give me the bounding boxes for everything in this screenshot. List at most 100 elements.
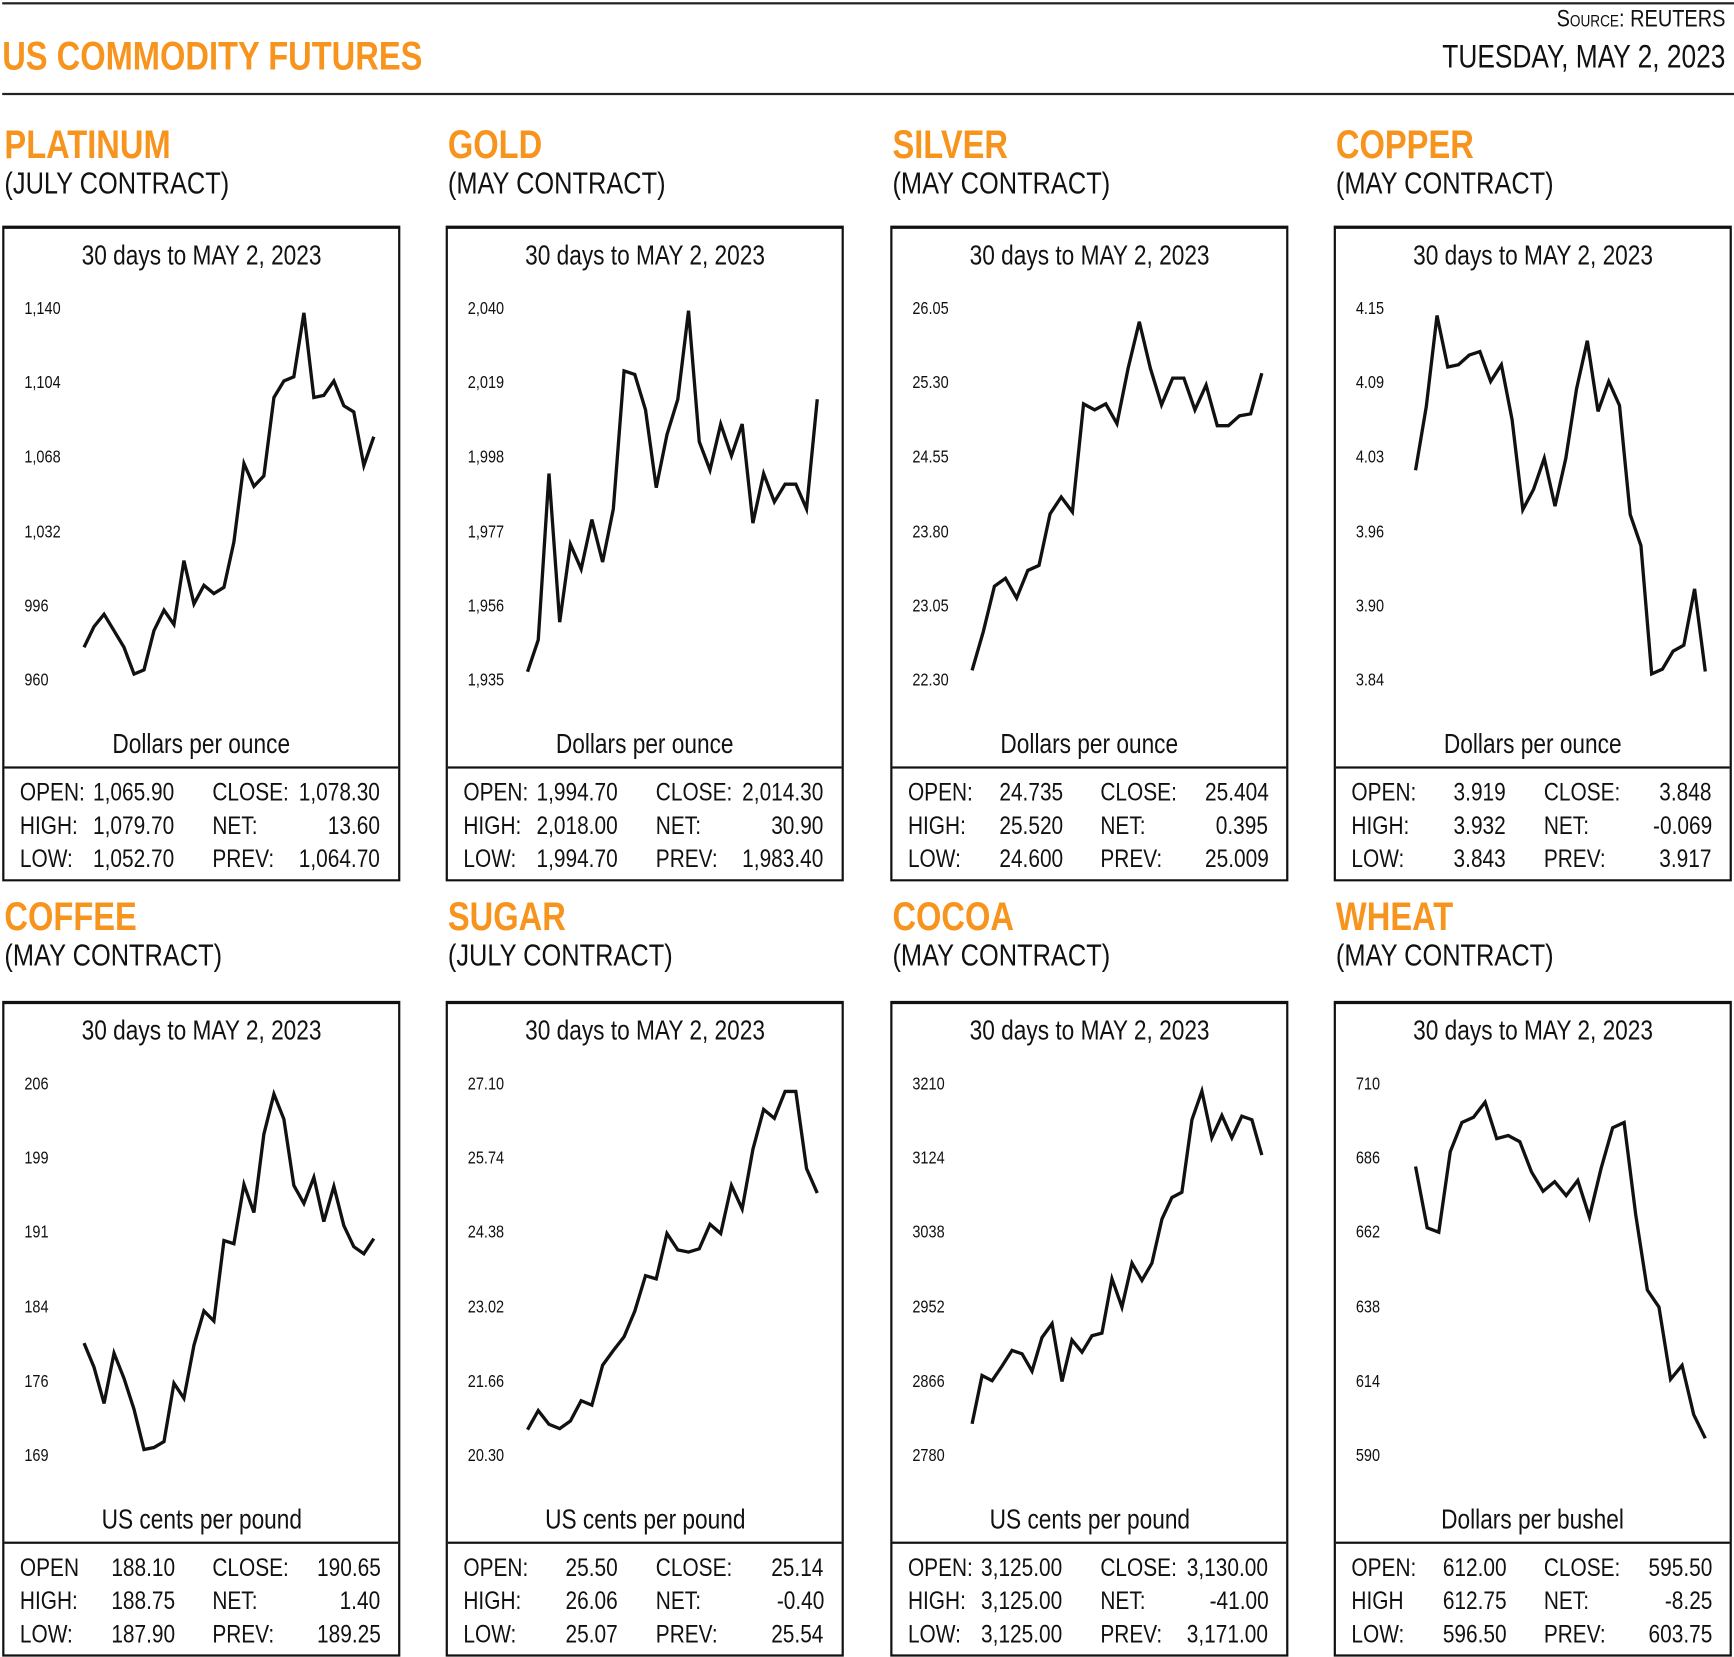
stat-label: HIGH <box>1351 1585 1404 1615</box>
stat-label: OPEN: <box>1351 777 1417 807</box>
chart-box: 30 days to MAY 2, 2023 3210 3124 3038 2952 28… <box>890 1000 1289 1657</box>
stat-value: 612.75 <box>1442 1585 1507 1615</box>
stat-value: 1,994.70 <box>537 777 619 807</box>
y-tick-label: 3.84 <box>1355 671 1385 691</box>
price-line <box>525 310 819 673</box>
chart-subtitle: 30 days to MAY 2, 2023 <box>969 1015 1210 1047</box>
y-tick-label: 23.05 <box>912 596 949 616</box>
stat-label: LOW: <box>19 843 73 873</box>
stat-value: 603.75 <box>1648 1619 1712 1648</box>
y-tick-label: 1,956 <box>467 596 505 616</box>
stat-label: HIGH: <box>19 810 78 840</box>
stat-value: 1,064.70 <box>299 843 381 873</box>
source-credit: Source: REUTERS <box>1556 4 1726 33</box>
stat-value: 25.14 <box>771 1552 824 1582</box>
line-chart <box>526 1089 819 1431</box>
contract-label: (JULY CONTRACT) <box>4 165 230 201</box>
y-tick-label: 24.38 <box>467 1223 505 1243</box>
y-tick-label: 2952 <box>912 1297 945 1317</box>
y-tick-label: 590 <box>1355 1446 1381 1466</box>
contract-label: (MAY CONTRACT) <box>892 165 1111 201</box>
stat-value: 3.848 <box>1659 777 1712 807</box>
stats-divider <box>892 766 1287 769</box>
stats-divider <box>447 766 842 769</box>
commodity-name: SILVER <box>892 121 1008 167</box>
stat-label: LOW: <box>1351 1619 1405 1648</box>
line-chart <box>1413 1098 1707 1440</box>
top-rule <box>2 2 1734 5</box>
stat-label: HIGH: <box>19 1585 78 1615</box>
stat-label: OPEN: <box>463 777 529 807</box>
unit-label: Dollars per ounce <box>1000 728 1179 760</box>
y-tick-label: 26.05 <box>912 299 949 319</box>
y-tick-label: 191 <box>24 1223 49 1243</box>
y-tick-label: 638 <box>1355 1297 1381 1317</box>
y-tick-label: 2866 <box>912 1372 945 1391</box>
commodity-name: WHEAT <box>1335 893 1454 939</box>
chart-subtitle: 30 days to MAY 2, 2023 <box>81 1015 322 1047</box>
stat-value: 25.07 <box>565 1619 619 1648</box>
y-tick-label: 206 <box>24 1074 49 1094</box>
stat-value: -0.069 <box>1652 810 1712 840</box>
stat-label: CLOSE: <box>655 777 733 807</box>
stat-label: PREV: <box>1543 843 1606 873</box>
y-tick-label: 710 <box>1355 1074 1381 1094</box>
y-tick-label: 1,935 <box>467 671 505 691</box>
stat-label: NET: <box>655 810 701 840</box>
stat-value: 1,065.90 <box>93 777 175 807</box>
stat-value: 1,994.70 <box>537 843 619 873</box>
stat-value: 1,052.70 <box>93 843 175 873</box>
stat-label: CLOSE: <box>212 777 289 807</box>
y-tick-label: 1,140 <box>24 299 61 319</box>
stat-label: CLOSE: <box>655 1552 733 1582</box>
stat-label: OPEN: <box>1351 1552 1417 1582</box>
stat-value: 25.009 <box>1204 843 1269 873</box>
y-tick-label: 25.74 <box>467 1149 505 1169</box>
unit-label: US cents per pound <box>989 1504 1190 1535</box>
contract-label: (MAY CONTRACT) <box>447 165 666 201</box>
y-tick-label: 3124 <box>912 1149 945 1169</box>
price-line <box>1413 315 1707 677</box>
line-chart <box>525 310 819 673</box>
commodity-name: SUGAR <box>447 893 566 939</box>
stats-divider <box>1335 1541 1730 1544</box>
y-tick-label: 1,032 <box>24 522 61 542</box>
stat-value: 25.50 <box>565 1552 619 1582</box>
stat-label: NET: <box>1100 810 1146 840</box>
stat-label: HIGH: <box>463 1585 522 1615</box>
stat-label: NET: <box>655 1585 701 1615</box>
contract-label: (JULY CONTRACT) <box>447 937 673 973</box>
stat-label: OPEN <box>19 1552 80 1582</box>
chart-subtitle: 30 days to MAY 2, 2023 <box>969 239 1210 271</box>
line-chart <box>1413 315 1707 677</box>
stat-value: 3.843 <box>1454 843 1507 873</box>
stat-value: 189.25 <box>316 1619 381 1648</box>
line-chart <box>82 1088 376 1452</box>
chart-subtitle: 30 days to MAY 2, 2023 <box>524 239 765 271</box>
y-tick-label: 996 <box>24 596 49 616</box>
y-tick-label: 2,019 <box>467 374 505 393</box>
date-label: TUESDAY, MAY 2, 2023 <box>1442 39 1726 76</box>
price-line <box>82 312 376 677</box>
commodity-name: PLATINUM <box>4 121 171 167</box>
commodity-name: GOLD <box>447 121 543 167</box>
stats-divider <box>4 766 399 769</box>
y-tick-label: 4.03 <box>1355 448 1385 468</box>
stat-value: 2,014.30 <box>742 777 824 807</box>
stat-value: 26.06 <box>565 1585 619 1615</box>
chart-box: 30 days to MAY 2, 2023 4.15 4.09 4.03 3.96 3.… <box>1333 225 1732 882</box>
line-chart <box>970 1085 1264 1425</box>
stat-label: HIGH: <box>1351 810 1410 840</box>
stat-value: 612.00 <box>1442 1552 1507 1582</box>
y-tick-label: 20.30 <box>467 1446 505 1466</box>
commodity-name: COCOA <box>892 893 1014 939</box>
commodity-name: COFFEE <box>4 893 137 939</box>
contract-label: (MAY CONTRACT) <box>892 937 1111 973</box>
stat-value: 30.90 <box>771 810 824 840</box>
y-tick-label: 23.80 <box>912 522 949 542</box>
stat-label: HIGH: <box>463 810 522 840</box>
stat-value: 188.75 <box>110 1585 175 1615</box>
y-tick-label: 22.30 <box>912 671 949 691</box>
stat-value: 1.40 <box>339 1585 381 1615</box>
unit-label: US cents per pound <box>544 1504 745 1535</box>
